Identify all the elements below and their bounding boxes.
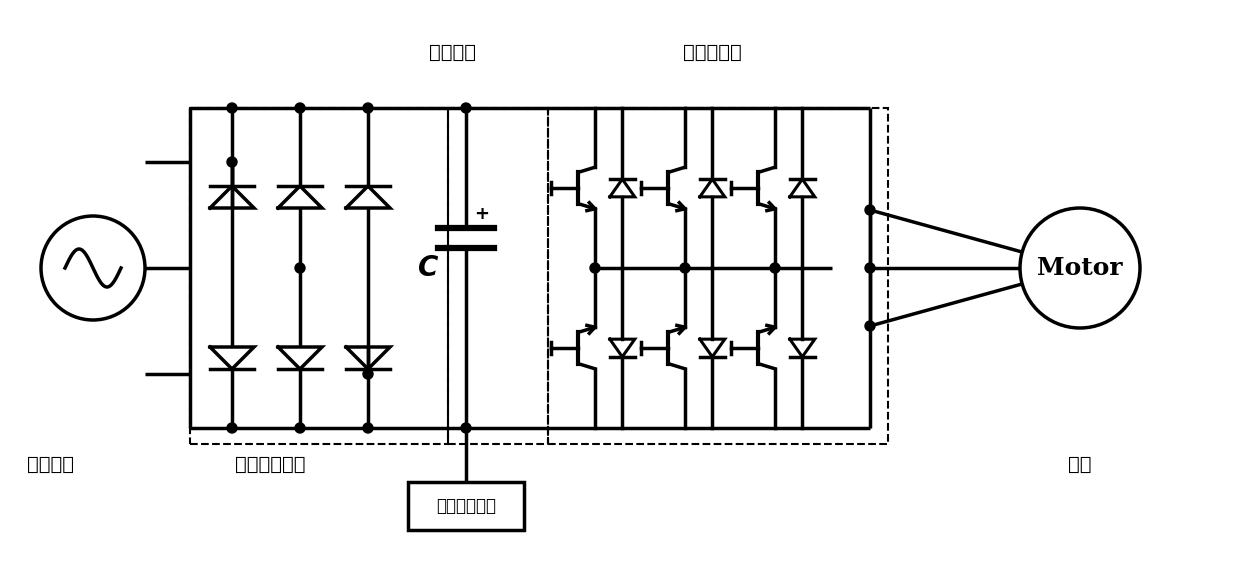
Text: 母线电容: 母线电容 bbox=[429, 42, 475, 62]
Circle shape bbox=[590, 263, 600, 273]
Circle shape bbox=[866, 321, 875, 331]
Circle shape bbox=[363, 369, 373, 379]
Text: 交流电源: 交流电源 bbox=[26, 455, 73, 474]
Bar bbox=[448, 108, 548, 444]
Circle shape bbox=[363, 423, 373, 433]
Text: 逆变单元一: 逆变单元一 bbox=[683, 42, 742, 62]
Text: 电机: 电机 bbox=[1068, 455, 1091, 474]
Circle shape bbox=[461, 103, 471, 113]
Circle shape bbox=[866, 205, 875, 215]
Circle shape bbox=[770, 263, 780, 273]
Circle shape bbox=[227, 103, 237, 113]
Text: Motor: Motor bbox=[1037, 256, 1122, 280]
Circle shape bbox=[295, 423, 305, 433]
Text: 母线电压采样: 母线电压采样 bbox=[436, 497, 496, 515]
Circle shape bbox=[866, 263, 875, 273]
Bar bbox=[190, 108, 448, 444]
Circle shape bbox=[227, 157, 237, 167]
Text: +: + bbox=[475, 205, 490, 223]
Circle shape bbox=[227, 423, 237, 433]
Bar bbox=[548, 108, 888, 444]
Text: C: C bbox=[418, 254, 438, 282]
Text: 不控整流单元: 不控整流单元 bbox=[234, 455, 305, 474]
Bar bbox=[408, 482, 525, 530]
Circle shape bbox=[295, 103, 305, 113]
Circle shape bbox=[680, 263, 689, 273]
Circle shape bbox=[461, 423, 471, 433]
Circle shape bbox=[295, 263, 305, 273]
Circle shape bbox=[363, 103, 373, 113]
